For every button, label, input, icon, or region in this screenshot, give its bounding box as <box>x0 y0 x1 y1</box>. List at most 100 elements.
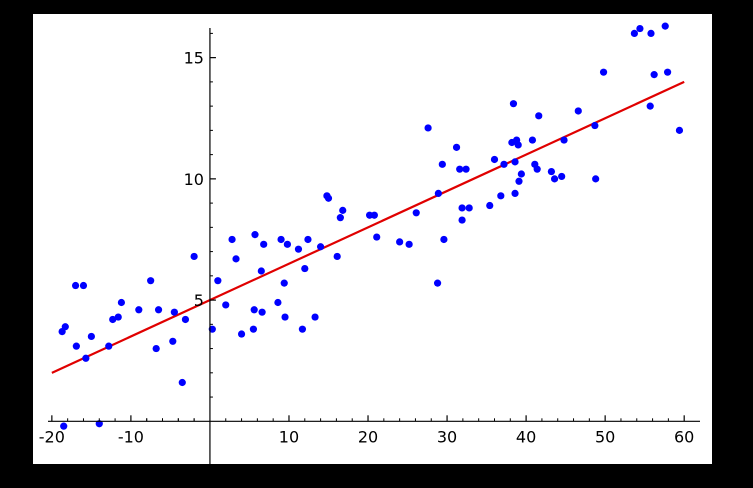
data-point-60 <box>440 235 448 244</box>
data-point-93 <box>646 102 654 110</box>
data-point-52 <box>373 233 381 241</box>
data-point-17 <box>169 337 177 345</box>
data-point-44 <box>316 243 325 251</box>
x-tick-label-0: -20 <box>39 427 65 446</box>
data-point-37 <box>281 313 289 321</box>
data-point-88 <box>591 121 599 130</box>
data-point-46 <box>324 194 333 202</box>
x-tick-label-1: -10 <box>118 427 144 446</box>
data-point-65 <box>462 165 470 173</box>
data-point-85 <box>558 172 566 181</box>
data-point-67 <box>486 201 494 210</box>
data-point-12 <box>117 298 126 307</box>
data-point-31 <box>257 267 265 275</box>
data-point-6 <box>82 354 90 362</box>
data-point-58 <box>434 189 442 198</box>
data-point-96 <box>661 22 669 30</box>
data-point-94 <box>647 29 655 37</box>
data-point-40 <box>298 325 307 333</box>
data-point-18 <box>170 308 178 316</box>
data-point-9 <box>105 342 113 350</box>
data-point-89 <box>592 175 600 183</box>
data-point-62 <box>456 165 464 173</box>
data-point-51 <box>370 211 378 219</box>
regression-line <box>51 80 685 374</box>
data-point-84 <box>550 175 559 183</box>
data-point-42 <box>304 235 312 244</box>
data-point-83 <box>547 167 556 176</box>
fit-line-layer <box>51 80 685 374</box>
data-point-61 <box>452 143 461 151</box>
data-point-48 <box>336 214 344 222</box>
data-point-28 <box>250 306 258 314</box>
data-point-11 <box>114 313 122 321</box>
data-point-64 <box>458 204 466 212</box>
data-point-53 <box>396 238 404 246</box>
data-point-86 <box>560 136 568 144</box>
data-point-95 <box>650 71 658 79</box>
data-point-4 <box>72 342 80 350</box>
data-point-72 <box>509 100 518 108</box>
plot-area <box>33 14 712 464</box>
data-point-30 <box>251 231 259 239</box>
x-tick-label-4: 30 <box>437 427 457 446</box>
data-point-35 <box>277 235 285 244</box>
axes <box>48 28 700 464</box>
data-point-63 <box>458 216 466 224</box>
data-point-0 <box>60 422 68 430</box>
data-point-33 <box>260 240 268 248</box>
x-tick-label-2: 10 <box>279 427 299 446</box>
data-point-78 <box>517 170 525 178</box>
data-point-2 <box>61 323 69 331</box>
data-point-59 <box>438 160 446 168</box>
data-point-54 <box>405 240 413 248</box>
data-point-23 <box>214 277 222 285</box>
data-point-91 <box>630 29 638 37</box>
data-point-19 <box>178 378 186 387</box>
data-point-81 <box>533 165 541 173</box>
data-point-57 <box>433 279 442 287</box>
x-tick-label-5: 40 <box>516 427 536 446</box>
data-point-97 <box>663 68 672 76</box>
data-point-38 <box>283 240 292 248</box>
data-point-70 <box>500 160 508 168</box>
data-point-34 <box>274 298 282 307</box>
data-point-13 <box>135 306 143 314</box>
data-point-43 <box>311 313 319 321</box>
x-tick-label-3: 20 <box>358 427 378 446</box>
data-point-39 <box>294 245 303 253</box>
data-point-77 <box>515 177 523 185</box>
data-point-25 <box>228 235 236 244</box>
data-point-14 <box>147 277 155 285</box>
data-point-74 <box>511 189 519 198</box>
data-point-49 <box>339 206 347 214</box>
data-point-24 <box>222 301 230 309</box>
data-point-87 <box>574 107 582 115</box>
x-tick-label-6: 50 <box>595 427 615 446</box>
data-point-98 <box>675 126 684 134</box>
data-point-21 <box>190 252 198 261</box>
scatter-points <box>58 22 684 430</box>
y-tick-label-0: 5 <box>194 291 204 310</box>
data-point-15 <box>152 344 160 353</box>
data-point-76 <box>514 141 522 149</box>
data-point-79 <box>528 136 537 144</box>
data-point-32 <box>258 308 266 316</box>
data-point-66 <box>465 204 473 212</box>
data-point-29 <box>249 325 258 333</box>
data-point-36 <box>280 279 288 287</box>
data-point-90 <box>599 68 608 76</box>
tick-marks <box>51 32 685 422</box>
data-point-69 <box>497 192 505 200</box>
data-point-41 <box>301 264 309 273</box>
data-point-56 <box>424 124 432 132</box>
data-point-82 <box>535 112 543 120</box>
tick-labels: -20 -10 10 20 30 40 50 60 5 10 15 <box>39 49 695 447</box>
data-point-7 <box>87 332 95 341</box>
data-point-27 <box>237 330 246 338</box>
y-tick-label-2: 15 <box>184 49 204 68</box>
data-point-8 <box>95 420 103 428</box>
data-point-92 <box>636 24 644 33</box>
y-tick-label-1: 10 <box>184 170 204 189</box>
